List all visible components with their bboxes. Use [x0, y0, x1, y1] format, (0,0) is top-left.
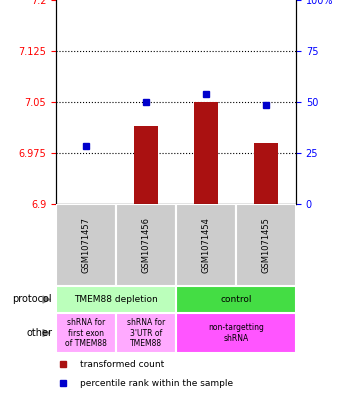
Bar	[56, 313, 116, 353]
Text: GSM1071455: GSM1071455	[261, 217, 271, 273]
Text: protocol: protocol	[12, 294, 52, 305]
Bar	[134, 126, 158, 204]
Text: GSM1071456: GSM1071456	[141, 217, 151, 273]
Bar	[194, 102, 218, 204]
Text: transformed count: transformed count	[80, 360, 164, 369]
Bar	[176, 204, 236, 286]
Text: GSM1071457: GSM1071457	[82, 217, 90, 273]
Bar	[254, 143, 278, 204]
Bar	[236, 204, 296, 286]
Bar	[56, 286, 176, 313]
Text: GSM1071454: GSM1071454	[202, 217, 210, 273]
Bar	[116, 204, 176, 286]
Text: percentile rank within the sample: percentile rank within the sample	[80, 378, 233, 387]
Text: TMEM88 depletion: TMEM88 depletion	[74, 295, 158, 304]
Text: shRNA for
3'UTR of
TMEM88: shRNA for 3'UTR of TMEM88	[127, 318, 165, 348]
Text: other: other	[26, 328, 52, 338]
Text: non-targetting
shRNA: non-targetting shRNA	[208, 323, 264, 343]
Bar	[56, 204, 116, 286]
Bar	[176, 313, 296, 353]
Bar	[176, 286, 296, 313]
Text: control: control	[220, 295, 252, 304]
Text: shRNA for
first exon
of TMEM88: shRNA for first exon of TMEM88	[65, 318, 107, 348]
Bar	[116, 313, 176, 353]
